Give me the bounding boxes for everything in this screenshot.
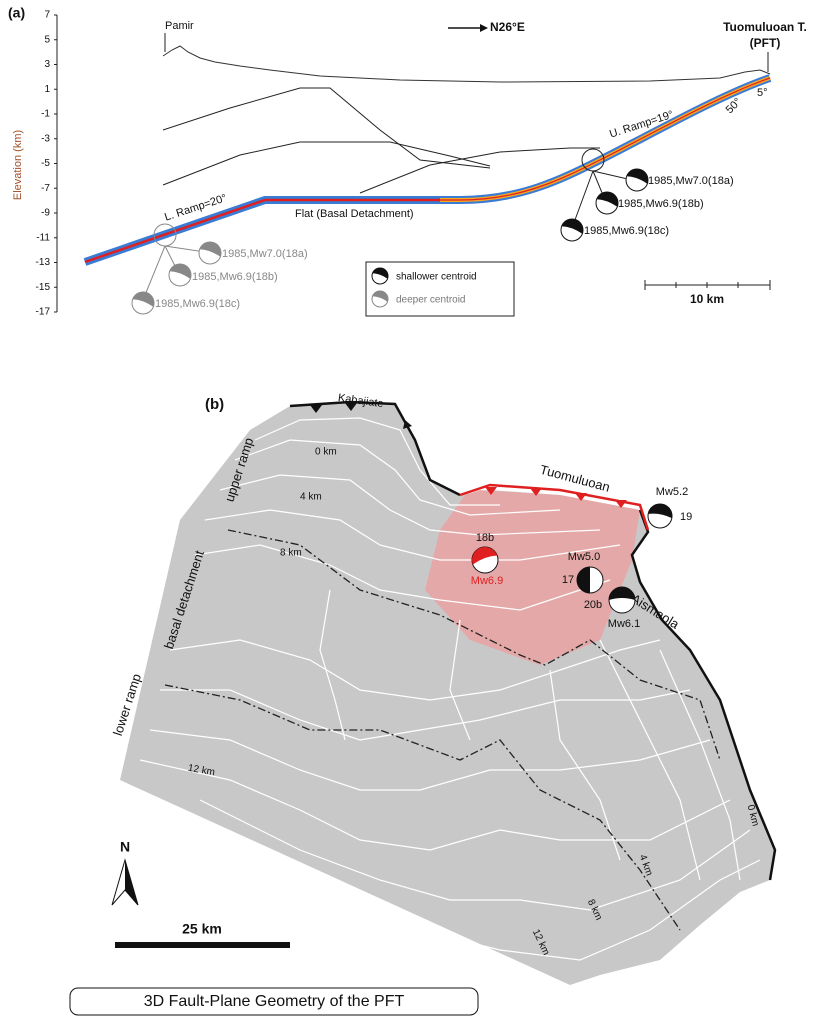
scale-bar: [115, 942, 290, 948]
event-label: 20b: [584, 599, 602, 611]
y-tick-label: -9: [41, 208, 50, 219]
y-tick-label: 7: [44, 10, 50, 21]
scale-label: 10 km: [690, 292, 724, 306]
panel-label: (a): [8, 5, 25, 21]
focal-mechanism: [472, 547, 498, 573]
focal-mechanism: [199, 242, 221, 264]
contour-label: 4 km: [300, 492, 322, 503]
legend-label: shallower centroid: [396, 272, 477, 283]
focal-mechanism: [626, 169, 648, 191]
event-label: Mw6.1: [608, 618, 640, 630]
fault-name: Tuomuluoan T.: [723, 20, 807, 34]
focal-mechanism: [577, 567, 603, 593]
y-tick-label: -5: [41, 158, 50, 169]
caption: 3D Fault-Plane Geometry of the PFT: [144, 993, 405, 1010]
focal-mechanism: [609, 587, 635, 613]
scale-bar: [645, 280, 770, 290]
fault-abbrev: (PFT): [750, 36, 781, 50]
focal-mechanism: [169, 264, 191, 286]
horizon: [163, 88, 490, 168]
event-label: 1985,Mw6.9(18c): [155, 298, 240, 310]
event-label: 1985,Mw7.0(18a): [222, 248, 308, 260]
y-tick-label: 5: [44, 34, 50, 45]
y-tick-label: -3: [41, 133, 50, 144]
horizon: [360, 148, 600, 193]
y-tick-label: -17: [36, 307, 51, 318]
event-label: 1985,Mw6.9(18b): [618, 198, 704, 210]
event-label: 17: [562, 574, 574, 586]
focal-mechanism: [561, 219, 583, 241]
focal-mechanism: [648, 504, 672, 528]
contour-label: 0 km: [315, 447, 337, 458]
direction: N26°E: [490, 20, 525, 34]
event-label: 1985,Mw6.9(18b): [192, 271, 278, 283]
event-label: 18b: [476, 532, 494, 544]
segment-label: Flat (Basal Detachment): [295, 208, 414, 220]
focal-mechanism: [596, 192, 618, 214]
legend: [366, 262, 514, 316]
event-label: 1985,Mw7.0(18a): [648, 175, 734, 187]
event-label: Mw5.0: [568, 551, 600, 563]
dip-label: 5°: [757, 87, 768, 99]
y-axis-label: Elevation (km): [12, 130, 24, 200]
y-tick-label: -13: [36, 257, 51, 268]
arrowhead: [480, 24, 488, 32]
legend-label: deeper centroid: [396, 295, 466, 306]
figure: (a) Elevation (km) Pamir N26°E Tuomuluoa…: [0, 0, 825, 1021]
event-label: Mw6.9: [471, 575, 503, 587]
y-tick-label: 1: [44, 84, 50, 95]
y-tick-label: -1: [41, 109, 50, 120]
y-tick-label: 3: [44, 59, 50, 70]
topography: [163, 46, 770, 82]
y-tick-label: -11: [36, 232, 50, 243]
event-label: Mw5.2: [656, 486, 688, 498]
focal-mechanism: [132, 292, 154, 314]
focal-mechanism: [372, 291, 388, 307]
event-label: 19: [680, 511, 692, 523]
horizon: [163, 142, 490, 185]
contour-label: 8 km: [280, 548, 302, 559]
y-tick-label: -7: [41, 183, 50, 194]
north-label: N: [120, 839, 130, 855]
focal-mechanism: [372, 268, 388, 284]
event-label: 1985,Mw6.9(18c): [584, 225, 669, 237]
panel-label: (b): [205, 396, 224, 413]
place-label: Pamir: [165, 20, 194, 32]
y-tick-label: -15: [36, 282, 51, 293]
scale-label: 25 km: [182, 921, 222, 937]
